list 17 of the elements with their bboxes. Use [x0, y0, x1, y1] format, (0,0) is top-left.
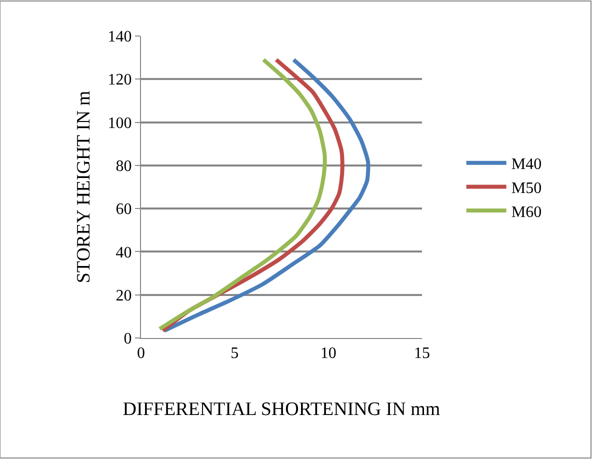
x-tick-label: 15: [414, 345, 430, 362]
y-tick-label: 20: [116, 287, 132, 304]
legend-label: M60: [511, 204, 542, 221]
y-tick-label: 80: [116, 158, 132, 176]
x-axis-title: DIFFERENTIAL SHORTENING IN mm: [122, 399, 440, 420]
y-tick-label: 40: [116, 244, 132, 262]
y-axis-title: STOREY HEIGHT IN m: [74, 90, 95, 284]
x-tick-label: 5: [230, 345, 239, 362]
y-tick-label: 100: [108, 114, 132, 132]
y-tick-label: 140: [108, 28, 132, 46]
x-tick-label: 0: [137, 345, 145, 362]
legend-label: M50: [511, 180, 542, 197]
x-tick-label: 10: [320, 345, 336, 362]
y-tick-label: 60: [116, 201, 132, 218]
legend-label: M40: [511, 156, 542, 174]
y-tick-label: 0: [124, 330, 132, 348]
y-tick-label: 120: [108, 72, 132, 89]
